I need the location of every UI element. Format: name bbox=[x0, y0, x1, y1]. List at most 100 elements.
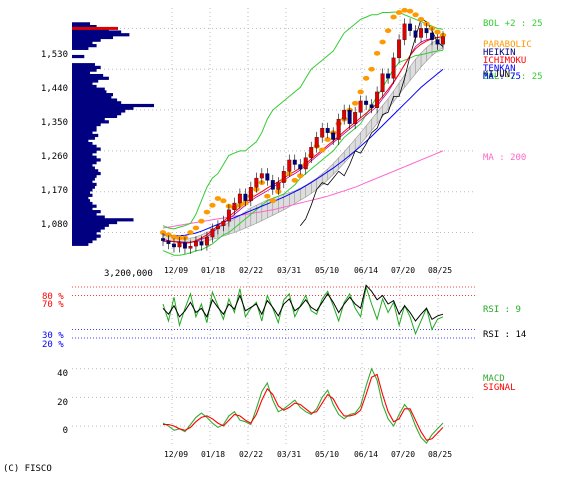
volume-bar bbox=[72, 158, 101, 162]
parabolic-dot bbox=[291, 177, 298, 183]
volume-bar bbox=[72, 128, 97, 132]
legend-parabolic: PARABOLIC bbox=[483, 40, 532, 50]
volume-bar bbox=[72, 142, 93, 146]
y-tick-label: 1,440 bbox=[41, 84, 68, 94]
volume-bar bbox=[72, 33, 130, 37]
parabolic-dot bbox=[357, 89, 364, 95]
volume-bar bbox=[72, 98, 118, 102]
legend-bol-lower: BOL -2 : 25 bbox=[483, 72, 543, 82]
volume-bar bbox=[72, 71, 91, 75]
volume-bar bbox=[72, 215, 105, 219]
parabolic-dot bbox=[395, 10, 403, 15]
volume-bar bbox=[72, 44, 97, 48]
candlestick bbox=[424, 28, 429, 34]
volume-bar bbox=[72, 229, 101, 233]
candlestick bbox=[397, 39, 402, 59]
candlestick bbox=[166, 240, 171, 245]
x-tick-label: 12/09 bbox=[164, 450, 188, 459]
candlestick bbox=[331, 132, 336, 140]
candlestick bbox=[237, 193, 242, 204]
volume-bar bbox=[72, 82, 93, 86]
x-tick-label: 12/09 bbox=[164, 266, 188, 275]
x-tick-label: 08/25 bbox=[428, 450, 452, 459]
volume-bar bbox=[72, 24, 97, 29]
candlestick bbox=[226, 209, 231, 222]
volume-bar bbox=[72, 63, 95, 67]
parabolic-dot bbox=[187, 230, 194, 235]
volume-bar bbox=[72, 54, 85, 59]
candlestick bbox=[419, 28, 423, 38]
parabolic-dot bbox=[324, 137, 331, 142]
parabolic-dot bbox=[297, 173, 304, 179]
parabolic-dot bbox=[373, 50, 381, 56]
candlestick bbox=[369, 104, 374, 108]
volume-bar bbox=[72, 169, 99, 173]
candlestick bbox=[161, 238, 165, 241]
parabolic-dot bbox=[192, 225, 200, 231]
candlestick bbox=[248, 187, 253, 201]
candlestick bbox=[413, 30, 418, 38]
parabolic-dot bbox=[159, 230, 167, 235]
parabolic-dot bbox=[214, 196, 222, 201]
chikou-line bbox=[299, 18, 444, 226]
legend-ma200: MA : 200 bbox=[483, 153, 526, 163]
volume-bar bbox=[72, 188, 93, 192]
x-tick-label: 07/20 bbox=[391, 450, 415, 459]
volume-bar bbox=[72, 84, 97, 89]
volume-bar bbox=[72, 152, 93, 157]
volume-scale-label: 3,200,000 bbox=[104, 269, 153, 279]
volume-bar bbox=[72, 139, 89, 143]
parabolic-dot bbox=[390, 14, 397, 20]
volume-bar bbox=[72, 112, 122, 116]
y-tick-label: 1,530 bbox=[41, 50, 68, 60]
volume-bar bbox=[72, 155, 97, 159]
volume-bar bbox=[72, 223, 109, 227]
legend-tenkan: TENKAN bbox=[483, 64, 516, 74]
y-tick-label: 1,260 bbox=[41, 152, 68, 162]
candlestick bbox=[177, 242, 182, 248]
volume-bar bbox=[72, 166, 95, 170]
volume-bar bbox=[72, 106, 134, 110]
parabolic-dot bbox=[401, 7, 408, 13]
y-tick-label: 1,080 bbox=[41, 220, 68, 230]
legend-macd: MACD bbox=[483, 374, 505, 384]
candlestick bbox=[287, 159, 292, 172]
volume-bar bbox=[72, 174, 97, 178]
parabolic-dot bbox=[384, 28, 392, 34]
volume-bar bbox=[72, 226, 105, 230]
volume-bar bbox=[72, 125, 97, 129]
candlestick bbox=[298, 164, 303, 170]
legend-ma75: MA : 75 bbox=[483, 72, 521, 82]
parabolic-dot bbox=[351, 100, 359, 106]
candlestick bbox=[254, 177, 259, 188]
volume-bar bbox=[72, 76, 109, 80]
volume-bar bbox=[72, 180, 93, 184]
candlestick bbox=[435, 39, 440, 45]
candlestick bbox=[221, 221, 226, 226]
volume-bar bbox=[72, 73, 104, 78]
volume-bar bbox=[72, 38, 101, 42]
volume-bar bbox=[72, 133, 99, 138]
rsi-tick-label: 30 % bbox=[42, 331, 64, 341]
volume-bar bbox=[72, 185, 95, 189]
parabolic-dot bbox=[220, 198, 227, 204]
candlestick bbox=[386, 73, 391, 79]
volume-bar bbox=[72, 131, 93, 135]
parabolic-dot bbox=[209, 202, 216, 208]
candlestick bbox=[199, 241, 204, 246]
macd-tick-label: 0 bbox=[63, 426, 68, 436]
candlestick bbox=[375, 91, 380, 108]
candlestick bbox=[215, 225, 220, 230]
candlestick bbox=[259, 173, 264, 179]
candlestick bbox=[320, 128, 325, 138]
price-panel bbox=[159, 7, 447, 256]
volume-bar bbox=[72, 191, 91, 195]
volume-bar bbox=[72, 212, 97, 216]
volume-bar bbox=[72, 193, 93, 197]
candlestick bbox=[380, 73, 385, 93]
parabolic-dot bbox=[417, 16, 425, 22]
volume-bar bbox=[72, 242, 89, 246]
parabolic-dot bbox=[203, 209, 211, 215]
volume-bar bbox=[72, 68, 97, 72]
